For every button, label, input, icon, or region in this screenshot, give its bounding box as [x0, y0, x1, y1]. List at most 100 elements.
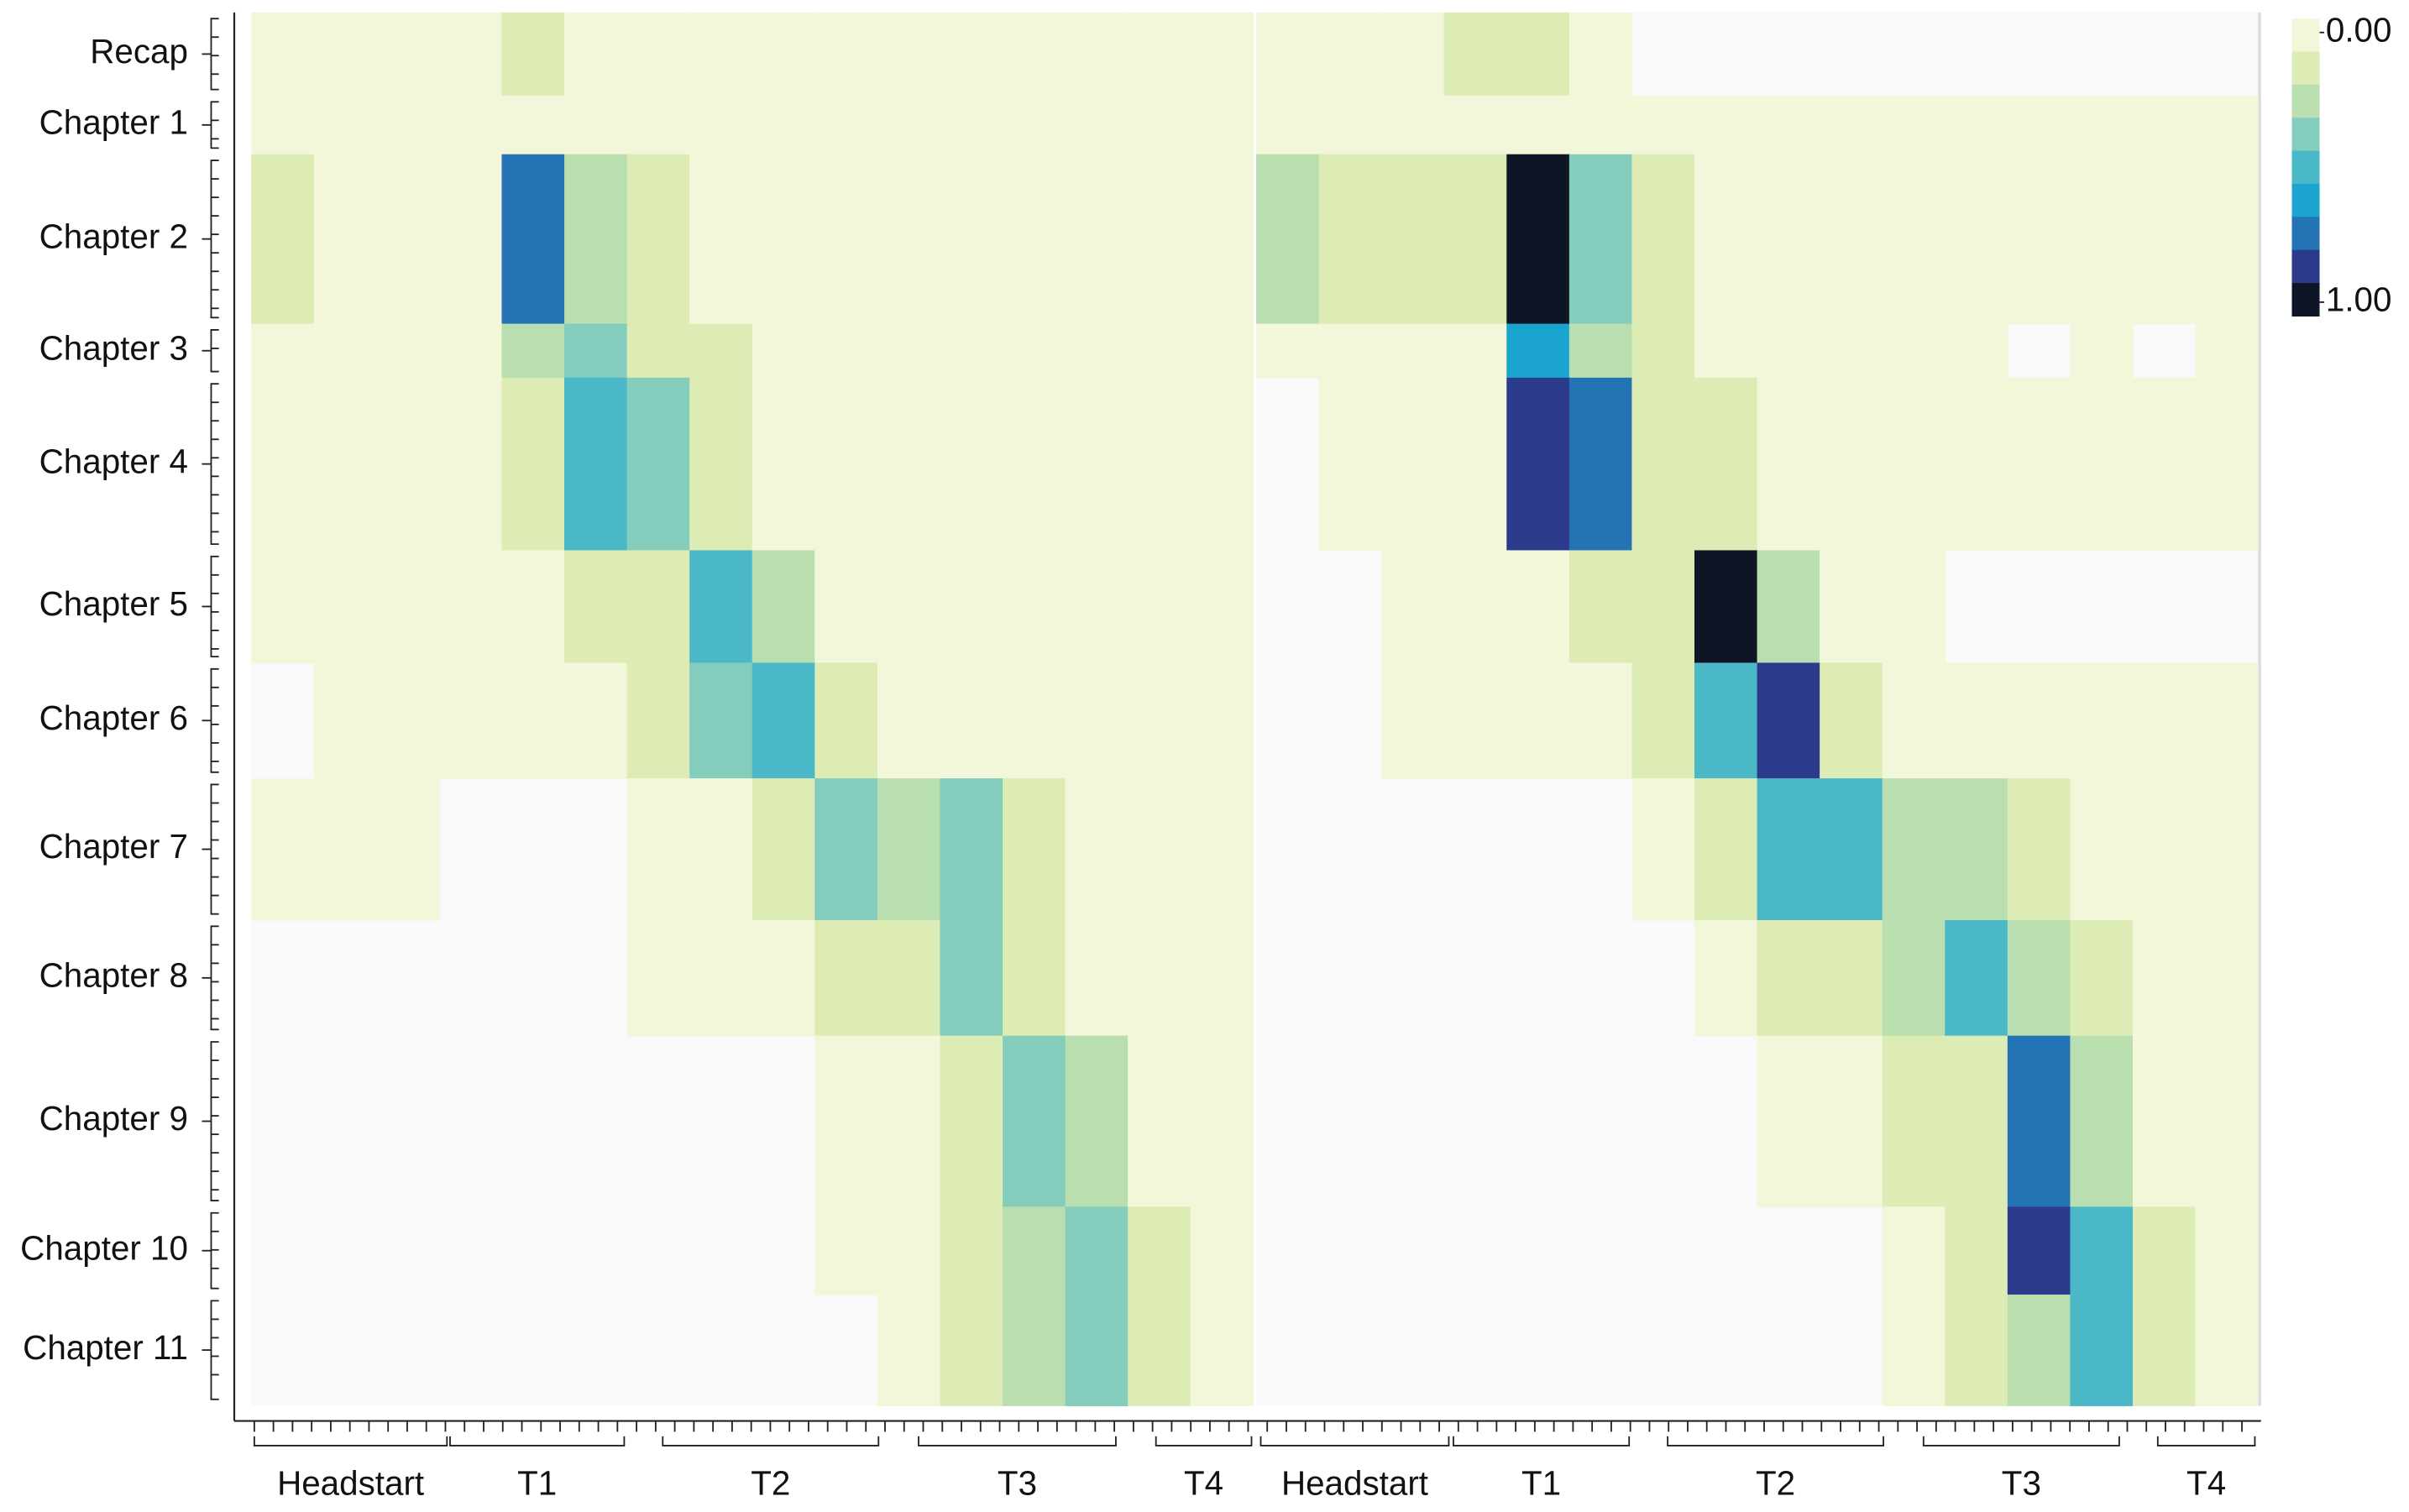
heatmap-cell [2070, 154, 2134, 325]
heatmap-cell [313, 12, 378, 97]
heatmap-cell [251, 778, 315, 921]
heatmap-cell [940, 919, 1003, 1037]
heatmap-cell [1820, 550, 1883, 664]
heatmap-cell [1128, 1035, 1191, 1208]
heatmap-cell [1190, 550, 1254, 664]
heatmap-cell [1190, 1206, 1254, 1295]
heatmap-cell [1128, 662, 1191, 779]
heatmap-cell [438, 662, 503, 779]
heatmap-cell [2132, 95, 2197, 155]
heatmap-cell [1443, 154, 1508, 325]
y-tick-label: Chapter 6 [39, 698, 188, 737]
heatmap-cell [1128, 95, 1191, 155]
colorbar-bin [2291, 283, 2320, 317]
heatmap-cell [1631, 662, 1695, 779]
heatmap-cell [940, 550, 1003, 664]
heatmap-cell [1694, 323, 1758, 379]
heatmap-cell [1065, 778, 1129, 921]
heatmap-cell [626, 550, 690, 664]
colorbar-bin [2291, 118, 2320, 152]
heatmap-cell [1882, 1295, 1946, 1406]
heatmap-cell [1945, 323, 2008, 379]
heatmap-cell [313, 323, 378, 379]
heatmap-cell [251, 12, 315, 97]
heatmap-cell [626, 919, 690, 1037]
heatmap-cell [1255, 154, 1320, 325]
heatmap-cell [376, 12, 440, 97]
heatmap-cell [1318, 377, 1382, 552]
y-group-bracket [210, 1041, 219, 1201]
y-group-bracket [210, 925, 219, 1031]
heatmap-cell [564, 154, 628, 325]
heatmap-cell [376, 323, 440, 379]
heatmap-cell [376, 95, 440, 155]
heatmap-cell [2195, 919, 2259, 1037]
heatmap-cell [1757, 323, 1820, 379]
heatmap-cell [814, 323, 878, 379]
heatmap-cell [1882, 919, 1946, 1037]
heatmap-cell [2195, 377, 2259, 552]
heatmap-cell [1190, 1035, 1254, 1208]
heatmap-cell [501, 323, 565, 379]
heatmap-cell [2070, 1295, 2134, 1406]
heatmap-cell [1128, 1295, 1191, 1406]
heatmap-cell [1820, 377, 1883, 552]
heatmap-cell [438, 323, 503, 379]
y-group-bracket [210, 18, 219, 91]
x-group-bracket [1453, 1436, 1631, 1447]
heatmap-cell [1506, 550, 1570, 664]
heatmap-cell [1065, 1295, 1129, 1406]
heatmap-cell [376, 154, 440, 325]
heatmap-cell [501, 377, 565, 552]
heatmap-cell [1128, 323, 1191, 379]
heatmap-cell [564, 95, 628, 155]
heatmap-cell [940, 95, 1003, 155]
heatmap-cell [1631, 377, 1695, 552]
heatmap-cell [814, 154, 878, 325]
heatmap-cell [1381, 377, 1445, 552]
heatmap-cell [1568, 95, 1633, 155]
heatmap-cell [1381, 662, 1445, 779]
heatmap-cell [1820, 323, 1883, 379]
heatmap-cell [376, 662, 440, 779]
heatmap-cell [2070, 662, 2134, 779]
heatmap-cell [1568, 550, 1633, 664]
heatmap-cell [1003, 1295, 1066, 1406]
heatmap-cell [1003, 550, 1066, 664]
heatmap-cell [1757, 550, 1820, 664]
y-tick-label: Chapter 1 [39, 103, 188, 142]
heatmap-cell [752, 377, 816, 552]
heatmap-cell [1128, 919, 1191, 1037]
heatmap-cell [752, 919, 816, 1037]
heatmap-cell [689, 662, 753, 779]
heatmap-cell [877, 323, 941, 379]
heatmap-cell [1945, 377, 2008, 552]
heatmap-cell [1128, 12, 1191, 97]
heatmap-cell [1318, 323, 1382, 379]
heatmap-cell [1318, 154, 1382, 325]
heatmap-cell [1568, 12, 1633, 97]
heatmap-cell [376, 550, 440, 664]
heatmap-cell [2070, 778, 2134, 921]
heatmap-cell [1820, 662, 1883, 779]
heatmap-cell [1318, 95, 1382, 155]
heatmap-cell [438, 377, 503, 552]
x-group-label: T2 [1756, 1463, 1795, 1502]
heatmap-cell [1694, 377, 1758, 552]
heatmap-cell [1882, 1035, 1946, 1208]
heatmap-cell [689, 95, 753, 155]
heatmap-cell [877, 1295, 941, 1406]
heatmap-cell [940, 154, 1003, 325]
heatmap-cell [1065, 377, 1129, 552]
colorbar-bin [2291, 217, 2320, 251]
heatmap-cell [1820, 95, 1883, 155]
heatmap-cell [752, 662, 816, 779]
y-group-bracket [210, 101, 219, 149]
heatmap-cell [689, 550, 753, 664]
x-group-bracket [1155, 1436, 1253, 1447]
heatmap-cell [1757, 778, 1820, 921]
y-group-bracket [210, 160, 219, 319]
heatmap-cell [752, 12, 816, 97]
heatmap-cell [251, 377, 315, 552]
